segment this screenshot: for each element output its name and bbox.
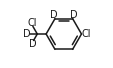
Text: D: D — [29, 39, 37, 49]
Text: Cl: Cl — [80, 29, 90, 39]
Text: D: D — [69, 10, 77, 20]
Text: Cl: Cl — [28, 18, 37, 28]
Text: D: D — [50, 10, 57, 20]
Text: D: D — [23, 29, 31, 39]
